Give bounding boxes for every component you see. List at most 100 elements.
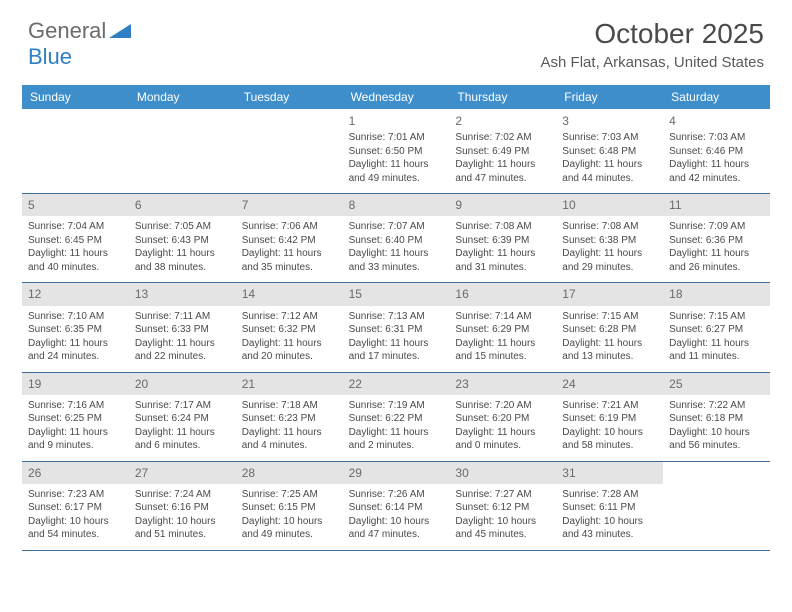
logo-text-1: General [28,18,106,44]
sunrise-text: Sunrise: 7:03 AM [562,131,657,145]
daylight-text: Daylight: 11 hours and 26 minutes. [669,247,764,274]
day-number: 23 [449,373,556,395]
logo: General [28,18,131,44]
day-cell-3: 3Sunrise: 7:03 AMSunset: 6:48 PMDaylight… [556,109,663,193]
day-cell-26: 26Sunrise: 7:23 AMSunset: 6:17 PMDayligh… [22,462,129,550]
daylight-text: Daylight: 10 hours and 49 minutes. [242,515,337,542]
day-cell-24: 24Sunrise: 7:21 AMSunset: 6:19 PMDayligh… [556,373,663,461]
sunset-text: Sunset: 6:42 PM [242,234,337,248]
sunset-text: Sunset: 6:23 PM [242,412,337,426]
sunrise-text: Sunrise: 7:03 AM [669,131,764,145]
month-title: October 2025 [541,18,764,50]
sunset-text: Sunset: 6:31 PM [349,323,444,337]
weekday-header-row: SundayMondayTuesdayWednesdayThursdayFrid… [22,85,770,109]
sunrise-text: Sunrise: 7:21 AM [562,399,657,413]
sunrise-text: Sunrise: 7:22 AM [669,399,764,413]
day-number: 3 [562,113,657,129]
day-number: 16 [449,283,556,305]
sunset-text: Sunset: 6:15 PM [242,501,337,515]
daylight-text: Daylight: 11 hours and 40 minutes. [28,247,123,274]
sunrise-text: Sunrise: 7:09 AM [669,220,764,234]
daylight-text: Daylight: 11 hours and 35 minutes. [242,247,337,274]
logo-text-2: Blue [28,44,72,70]
day-number: 26 [22,462,129,484]
daylight-text: Daylight: 11 hours and 22 minutes. [135,337,230,364]
day-number: 30 [449,462,556,484]
sunset-text: Sunset: 6:18 PM [669,412,764,426]
day-cell-21: 21Sunrise: 7:18 AMSunset: 6:23 PMDayligh… [236,373,343,461]
weekday-header-monday: Monday [129,85,236,109]
empty-cell [236,109,343,193]
day-cell-28: 28Sunrise: 7:25 AMSunset: 6:15 PMDayligh… [236,462,343,550]
sunrise-text: Sunrise: 7:24 AM [135,488,230,502]
day-number: 9 [449,194,556,216]
sunset-text: Sunset: 6:36 PM [669,234,764,248]
day-cell-2: 2Sunrise: 7:02 AMSunset: 6:49 PMDaylight… [449,109,556,193]
sunrise-text: Sunrise: 7:08 AM [562,220,657,234]
day-number: 28 [236,462,343,484]
daylight-text: Daylight: 10 hours and 51 minutes. [135,515,230,542]
day-number: 18 [663,283,770,305]
sunset-text: Sunset: 6:16 PM [135,501,230,515]
day-number: 21 [236,373,343,395]
sunrise-text: Sunrise: 7:18 AM [242,399,337,413]
daylight-text: Daylight: 10 hours and 45 minutes. [455,515,550,542]
sunrise-text: Sunrise: 7:16 AM [28,399,123,413]
weekday-header-wednesday: Wednesday [343,85,450,109]
sunset-text: Sunset: 6:38 PM [562,234,657,248]
day-number: 22 [343,373,450,395]
day-cell-9: 9Sunrise: 7:08 AMSunset: 6:39 PMDaylight… [449,194,556,282]
day-cell-16: 16Sunrise: 7:14 AMSunset: 6:29 PMDayligh… [449,283,556,371]
day-number: 29 [343,462,450,484]
day-number: 6 [129,194,236,216]
sunrise-text: Sunrise: 7:08 AM [455,220,550,234]
sunrise-text: Sunrise: 7:23 AM [28,488,123,502]
header: General October 2025 Ash Flat, Arkansas,… [0,0,792,77]
sunrise-text: Sunrise: 7:15 AM [562,310,657,324]
sunrise-text: Sunrise: 7:28 AM [562,488,657,502]
daylight-text: Daylight: 11 hours and 44 minutes. [562,158,657,185]
sunrise-text: Sunrise: 7:05 AM [135,220,230,234]
day-number: 7 [236,194,343,216]
sunset-text: Sunset: 6:40 PM [349,234,444,248]
day-number: 24 [556,373,663,395]
daylight-text: Daylight: 11 hours and 2 minutes. [349,426,444,453]
day-cell-27: 27 Sunrise: 7:24 AMSunset: 6:16 PMDayligh… [129,462,236,550]
week-row: 12Sunrise: 7:10 AMSunset: 6:35 PMDayligh… [22,283,770,372]
sunrise-text: Sunrise: 7:12 AM [242,310,337,324]
day-cell-25: 25Sunrise: 7:22 AMSunset: 6:18 PMDayligh… [663,373,770,461]
sunrise-text: Sunrise: 7:04 AM [28,220,123,234]
daylight-text: Daylight: 10 hours and 58 minutes. [562,426,657,453]
week-row: 19Sunrise: 7:16 AMSunset: 6:25 PMDayligh… [22,373,770,462]
daylight-text: Daylight: 11 hours and 13 minutes. [562,337,657,364]
daylight-text: Daylight: 11 hours and 15 minutes. [455,337,550,364]
daylight-text: Daylight: 11 hours and 0 minutes. [455,426,550,453]
day-number: 27 [129,462,236,484]
sunrise-text: Sunrise: 7:10 AM [28,310,123,324]
day-cell-4: 4Sunrise: 7:03 AMSunset: 6:46 PMDaylight… [663,109,770,193]
sunset-text: Sunset: 6:24 PM [135,412,230,426]
daylight-text: Daylight: 11 hours and 17 minutes. [349,337,444,364]
day-number: 5 [22,194,129,216]
logo-triangle-icon [109,18,131,44]
sunset-text: Sunset: 6:43 PM [135,234,230,248]
sunset-text: Sunset: 6:35 PM [28,323,123,337]
day-cell-29: 29Sunrise: 7:26 AMSunset: 6:14 PMDayligh… [343,462,450,550]
day-cell-11: 11Sunrise: 7:09 AMSunset: 6:36 PMDayligh… [663,194,770,282]
daylight-text: Daylight: 11 hours and 49 minutes. [349,158,444,185]
daylight-text: Daylight: 10 hours and 47 minutes. [349,515,444,542]
day-number: 20 [129,373,236,395]
empty-cell [129,109,236,193]
sunrise-text: Sunrise: 7:19 AM [349,399,444,413]
day-cell-23: 23Sunrise: 7:20 AMSunset: 6:20 PMDayligh… [449,373,556,461]
day-cell-30: 30Sunrise: 7:27 AMSunset: 6:12 PMDayligh… [449,462,556,550]
title-block: October 2025 Ash Flat, Arkansas, United … [541,18,764,71]
day-number: 25 [663,373,770,395]
day-number: 31 [556,462,663,484]
day-number: 15 [343,283,450,305]
sunrise-text: Sunrise: 7:14 AM [455,310,550,324]
daylight-text: Daylight: 11 hours and 6 minutes. [135,426,230,453]
daylight-text: Daylight: 11 hours and 11 minutes. [669,337,764,364]
empty-cell [663,462,770,550]
sunset-text: Sunset: 6:46 PM [669,145,764,159]
